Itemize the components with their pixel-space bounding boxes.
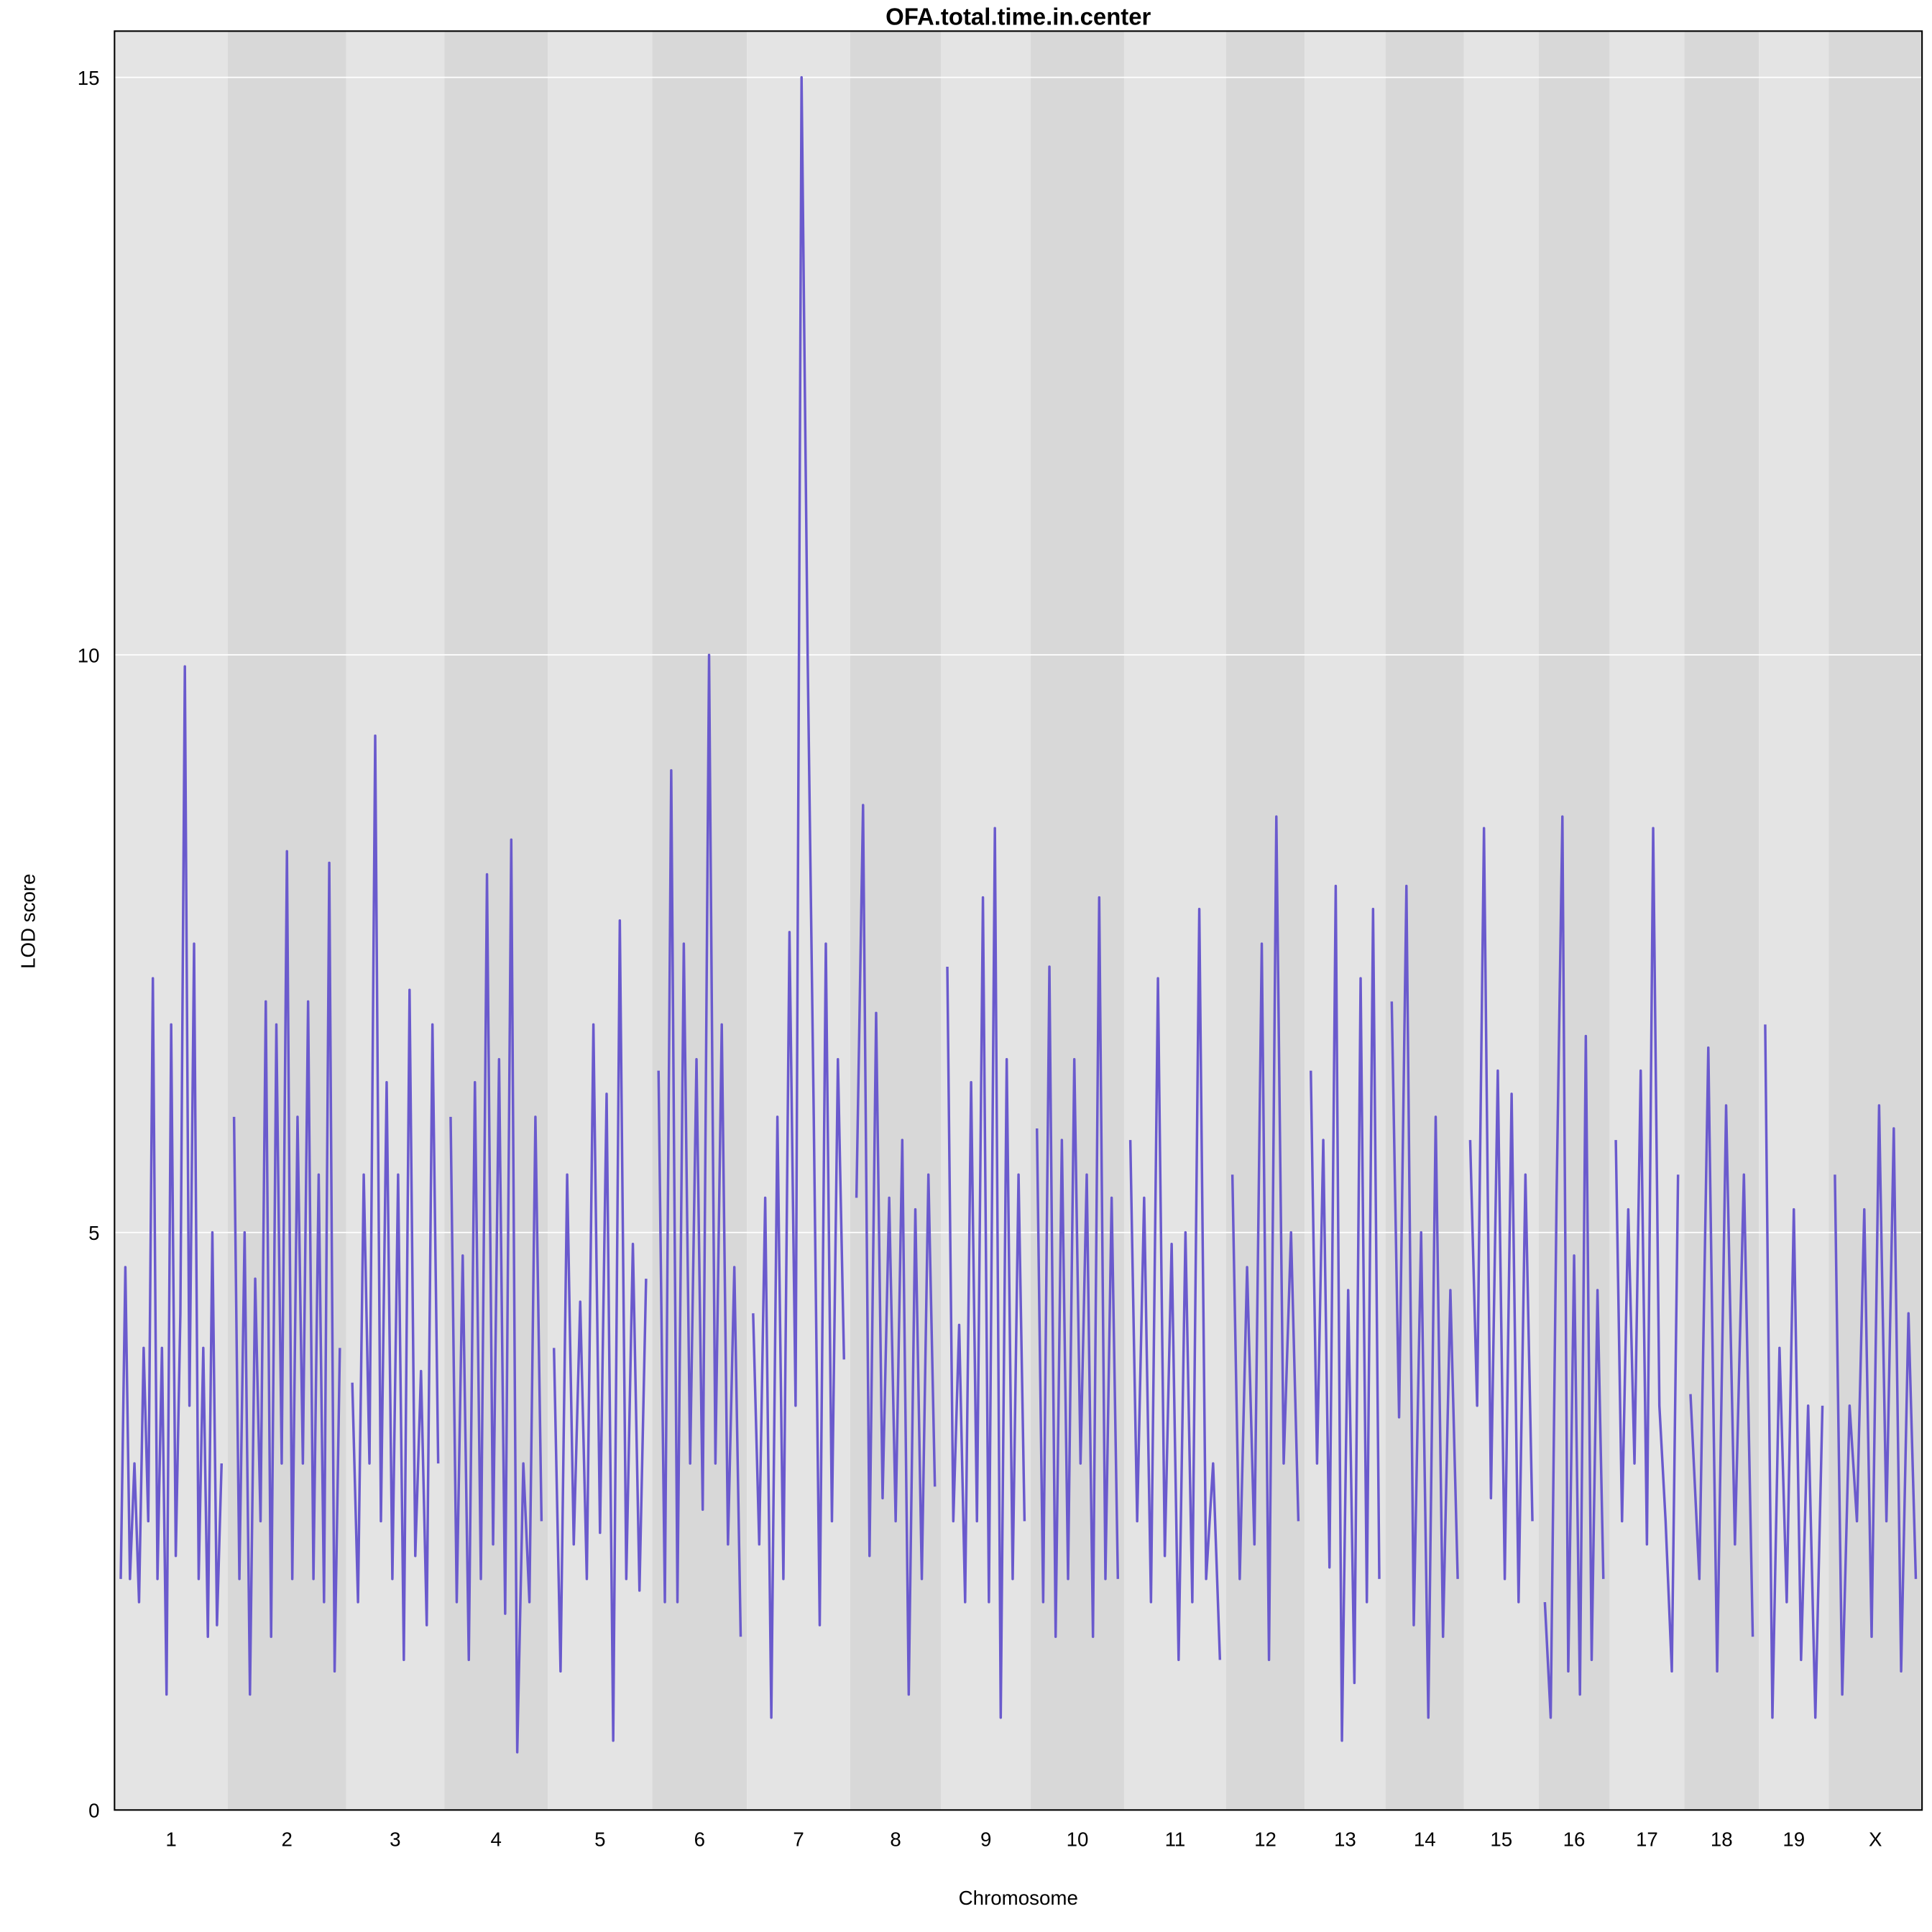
lod-line-chr-6 [657,653,742,1637]
lod-line-chr-9 [946,827,1026,1719]
x-tick-label: 11 [1165,1828,1186,1850]
chromosome-bands [114,31,1923,1811]
chromosome-band-10 [1031,31,1124,1811]
x-tick-label: 1 [165,1828,176,1850]
chromosome-band-16 [1538,31,1610,1811]
chromosome-band-3 [346,31,445,1811]
plot-frame [114,30,1923,1811]
lod-line-chr-5 [552,919,648,1742]
x-tick-label: 14 [1414,1828,1436,1850]
lod-line-chr-4 [449,838,543,1754]
x-tick-label: 7 [793,1828,804,1850]
lod-line-chr-19 [1764,1024,1824,1719]
x-tick-label: 2 [282,1828,293,1850]
x-tick-label: 5 [594,1828,605,1850]
x-tick-label: 18 [1711,1828,1733,1850]
y-tick-labels: 0 5 10 15 [78,67,100,1822]
lod-line-chr-17 [1614,827,1680,1673]
chromosome-band-X [1828,31,1923,1811]
y-tick-label: 0 [88,1800,99,1822]
x-tick-label: 13 [1334,1828,1356,1850]
y-tick-label: 10 [78,645,100,667]
lod-line-chr-2 [232,850,341,1696]
x-tick-label: 15 [1490,1828,1512,1850]
lod-line-chr-13 [1310,884,1381,1742]
lod-line-chr-16 [1543,815,1605,1719]
x-tick-label: 6 [694,1828,705,1850]
lod-line-chr-3 [351,734,440,1662]
y-tick-label: 5 [88,1222,99,1244]
lod-line-chr-7 [752,75,845,1719]
lod-line-chr-8 [855,804,937,1696]
chromosome-band-4 [444,31,548,1811]
x-tick-labels: 1 2 3 4 5 6 7 8 9 10 11 12 13 14 15 16 17 18 19 X [165,1828,1882,1850]
lod-line-chr-18 [1689,1046,1754,1673]
x-tick-label: 10 [1067,1828,1089,1850]
x-tick-label: X [1869,1828,1882,1850]
chromosome-band-15 [1463,31,1539,1811]
lod-line-chr-11 [1128,907,1222,1662]
lod-curve [119,75,1918,1754]
x-tick-label: 17 [1636,1828,1658,1850]
lod-line-chr-X [1834,1104,1918,1696]
chromosome-band-9 [941,31,1031,1811]
chromosome-band-6 [652,31,748,1811]
chromosome-band-11 [1123,31,1226,1811]
y-axis-label: LOD score [17,873,39,968]
lod-line-chr-10 [1035,896,1120,1638]
y-tick-label: 15 [78,67,100,89]
lod-line-chr-14 [1390,884,1459,1719]
x-tick-label: 3 [390,1828,400,1850]
lod-line-chr-1 [119,665,224,1696]
x-tick-label: 16 [1563,1828,1586,1850]
x-tick-label: 9 [980,1828,991,1850]
x-tick-label: 8 [890,1828,901,1850]
lod-line-chr-12 [1230,815,1300,1662]
x-tick-label: 19 [1782,1828,1805,1850]
x-tick-label: 4 [490,1828,501,1850]
x-axis-label: Chromosome [959,1887,1078,1909]
x-tick-label: 12 [1254,1828,1276,1850]
chart-title: OFA.total.time.in.center [886,4,1151,30]
lod-line-chr-15 [1468,827,1534,1604]
chromosome-band-18 [1684,31,1760,1811]
